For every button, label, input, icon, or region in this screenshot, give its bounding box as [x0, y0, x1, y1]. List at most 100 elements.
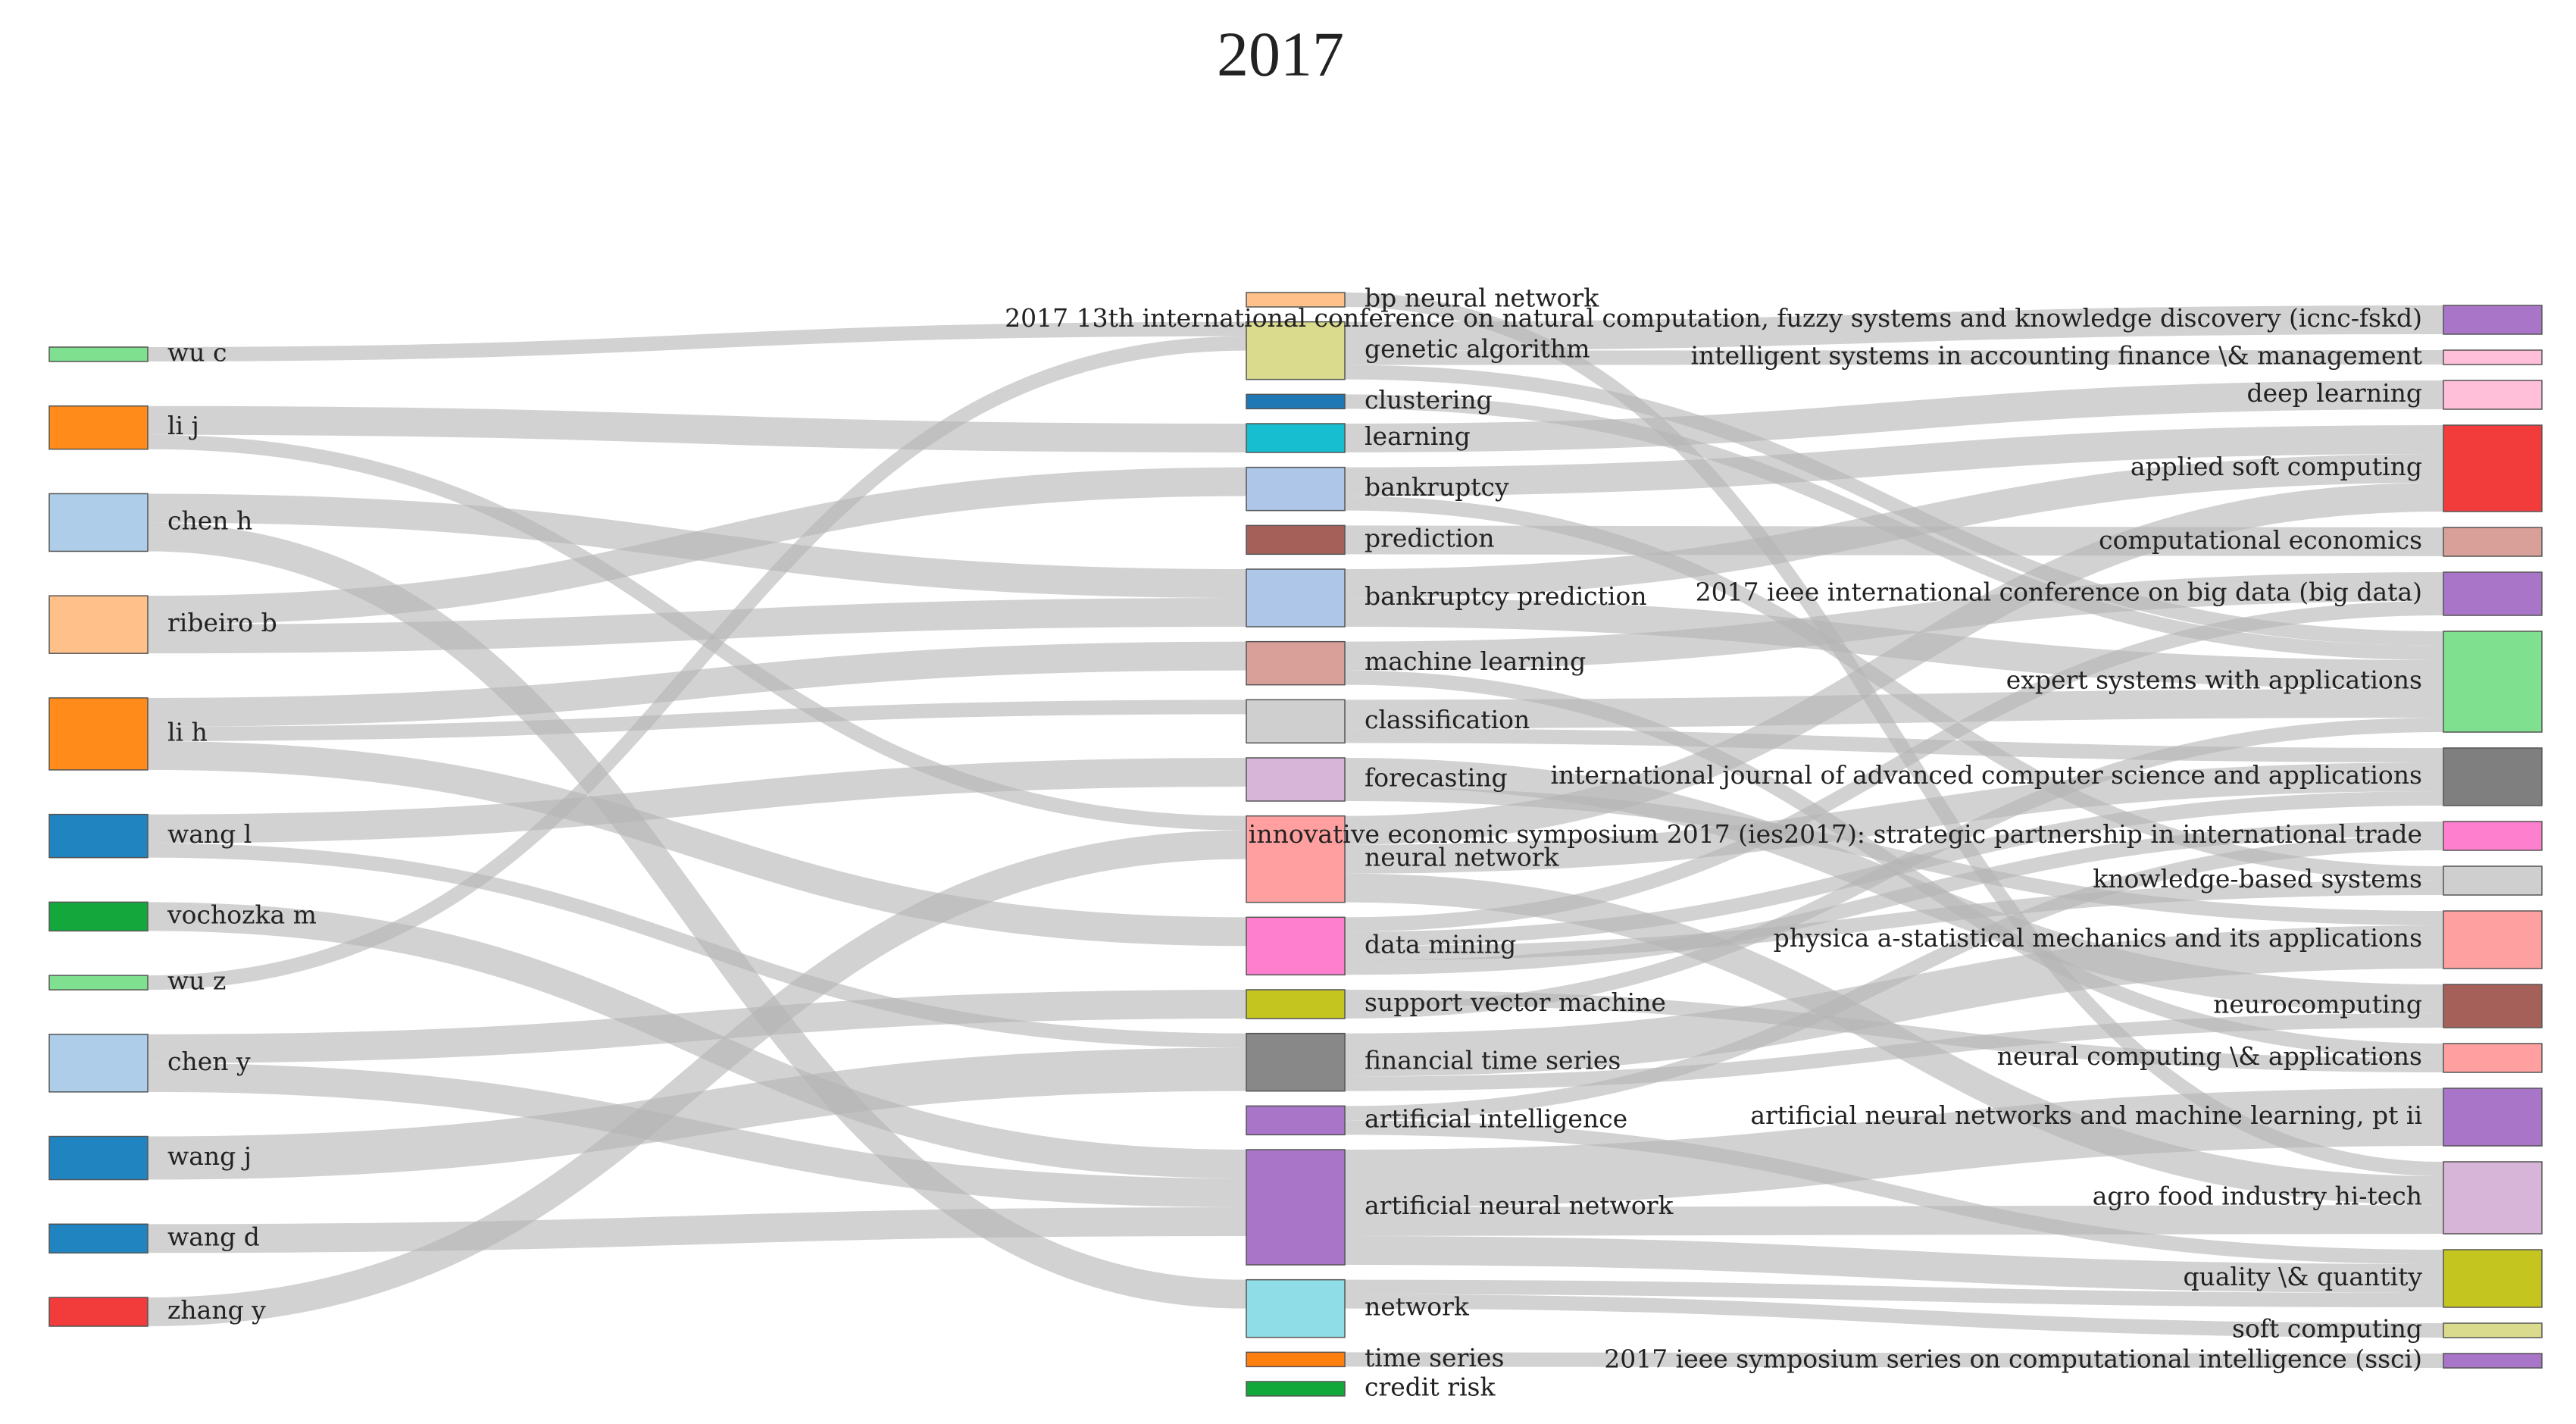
- node: [1246, 321, 1346, 380]
- node: [1246, 292, 1346, 308]
- node-label: physica a-statistical mechanics and its …: [1774, 923, 2422, 953]
- link: [1344, 836, 2444, 1121]
- node: [2443, 910, 2543, 969]
- node: [2443, 865, 2543, 896]
- link: [147, 336, 1247, 991]
- node-label: zhang y: [167, 1295, 266, 1325]
- node: [48, 1223, 148, 1254]
- node-label: quality \& quantity: [2183, 1262, 2422, 1291]
- node-label: clustering: [1365, 385, 1493, 415]
- node-label: network: [1365, 1292, 1470, 1322]
- node: [1246, 1032, 1346, 1092]
- node: [2443, 305, 2543, 335]
- node-label: chen y: [167, 1047, 251, 1076]
- link: [1344, 762, 2444, 874]
- node-label: classification: [1365, 705, 1530, 734]
- node: [1246, 1105, 1346, 1136]
- node: [1246, 1351, 1346, 1368]
- node-label: credit risk: [1365, 1372, 1496, 1402]
- link: [1344, 483, 2444, 845]
- node-label: li h: [167, 717, 208, 746]
- node: [2443, 821, 2543, 851]
- nodes: wu c li j chen h ribeiro b li h wang l vochozk…: [48, 283, 2543, 1402]
- node: [48, 346, 148, 362]
- node-label: bankruptcy prediction: [1365, 581, 1647, 611]
- link: [1344, 1088, 2444, 1207]
- link: [1344, 1236, 2444, 1293]
- node-label: neural network: [1365, 843, 1559, 872]
- node: [1246, 757, 1346, 802]
- node: [2443, 380, 2543, 410]
- node: [1246, 1278, 1346, 1338]
- link: [147, 598, 1247, 654]
- link: [1344, 1279, 2444, 1307]
- link: [1344, 454, 2444, 598]
- node-label: prediction: [1365, 523, 1495, 552]
- node: [2443, 747, 2543, 806]
- node-label: 2017 13th international conference on na…: [1005, 303, 2422, 333]
- link: [1344, 728, 2444, 762]
- node-label: time series: [1365, 1343, 1504, 1372]
- link: [147, 321, 1247, 361]
- node-label: machine learning: [1365, 646, 1586, 676]
- node-label: 2017 ieee symposium series on computatio…: [1604, 1344, 2422, 1374]
- link: [147, 990, 1247, 1063]
- link: [1344, 1352, 2444, 1368]
- node-label: forecasting: [1365, 763, 1508, 793]
- node: [1246, 1381, 1346, 1397]
- link: [147, 641, 1247, 727]
- node: [1246, 815, 1346, 903]
- link: [147, 405, 1247, 452]
- node: [48, 901, 148, 932]
- node-label: innovative economic symposium 2017 (ies2…: [1249, 819, 2422, 849]
- link: [1344, 601, 2444, 932]
- link: [147, 522, 1247, 1309]
- node-label: intelligent systems in accounting financ…: [1691, 341, 2423, 371]
- node: [48, 697, 148, 771]
- node: [2443, 1322, 2543, 1338]
- node-label: vochozka m: [167, 900, 317, 929]
- node: [2443, 1043, 2543, 1073]
- node: [48, 1034, 148, 1093]
- node: [48, 595, 148, 654]
- node-label: li j: [167, 411, 199, 440]
- link: [1344, 718, 2444, 1019]
- node: [1246, 640, 1346, 686]
- node: [48, 405, 148, 450]
- node: [1246, 989, 1346, 1019]
- node: [2443, 527, 2543, 557]
- node-label: artificial neural network: [1365, 1191, 1674, 1220]
- node-label: neurocomputing: [2213, 990, 2422, 1019]
- link: [1344, 925, 2444, 1077]
- node: [1246, 699, 1346, 744]
- node: [2443, 1353, 2543, 1369]
- node-label: wang l: [167, 819, 252, 849]
- node: [1246, 466, 1346, 512]
- link: [1344, 525, 2444, 556]
- node-label: data mining: [1365, 929, 1516, 959]
- node-label: 2017 ieee international conference on bi…: [1696, 577, 2422, 607]
- link: [147, 1047, 1247, 1180]
- node-label: agro food industry hi-tech: [2093, 1181, 2422, 1211]
- link: [1344, 598, 2444, 689]
- node-label: chen h: [167, 505, 252, 535]
- node: [1246, 423, 1346, 453]
- node: [2443, 349, 2543, 365]
- node: [2443, 631, 2543, 733]
- node: [48, 813, 148, 859]
- node: [2443, 1249, 2543, 1308]
- node-label: learning: [1365, 421, 1471, 451]
- node-label: computational economics: [2099, 525, 2422, 555]
- node: [2443, 424, 2543, 512]
- link: [147, 467, 1247, 625]
- link: [147, 843, 1247, 1048]
- link: [1344, 881, 2444, 961]
- node-label: ribeiro b: [167, 608, 277, 637]
- node-label: support vector machine: [1365, 987, 1666, 1017]
- link: [1344, 758, 2444, 1013]
- node-label: wu z: [167, 966, 226, 996]
- node: [48, 1297, 148, 1327]
- node-label: expert systems with applications: [2006, 665, 2422, 695]
- link: [1344, 1294, 2444, 1338]
- node: [1246, 568, 1346, 627]
